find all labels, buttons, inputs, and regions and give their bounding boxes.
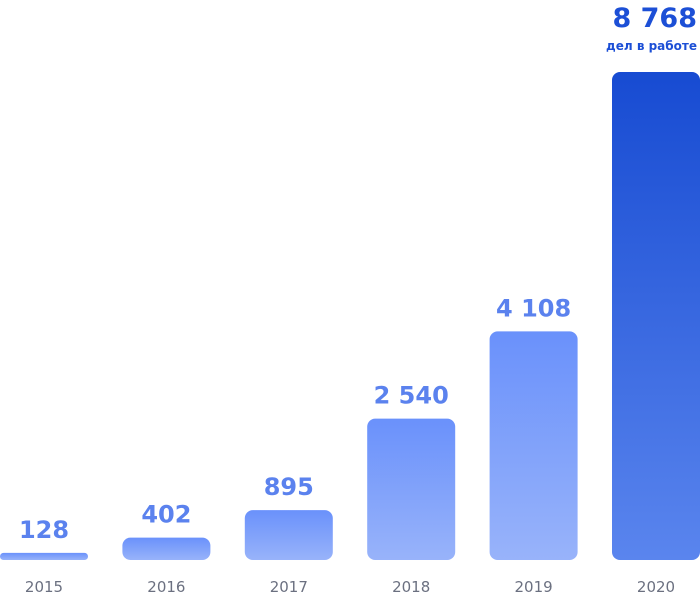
bars-group <box>0 72 700 560</box>
bar-2016 <box>122 537 211 560</box>
value-label-2018: 2 540 <box>374 382 449 410</box>
x-tick-2017: 2017 <box>270 578 308 594</box>
bar-2020 <box>612 72 700 560</box>
value-labels-group: 128 402 895 2 540 4 108 8 768 дел в работе <box>19 3 697 544</box>
value-label-2016: 402 <box>141 501 191 529</box>
x-tick-2015: 2015 <box>25 578 63 594</box>
value-label-2017: 895 <box>264 473 314 501</box>
x-tick-2019: 2019 <box>515 578 553 594</box>
x-axis-ticks: 2015 2016 2017 2018 2019 2020 <box>25 578 675 594</box>
value-label-2015: 128 <box>19 516 69 544</box>
x-tick-2018: 2018 <box>392 578 430 594</box>
bar-2018 <box>367 418 456 560</box>
bar-2017 <box>244 510 333 560</box>
bar-2019 <box>489 331 578 560</box>
x-tick-2020: 2020 <box>637 578 675 594</box>
bar-2015 <box>0 552 88 560</box>
value-label-2019: 4 108 <box>496 294 571 322</box>
highlight-note: дел в работе <box>606 39 697 53</box>
x-tick-2016: 2016 <box>147 578 185 594</box>
value-label-2020: 8 768 <box>612 3 697 34</box>
